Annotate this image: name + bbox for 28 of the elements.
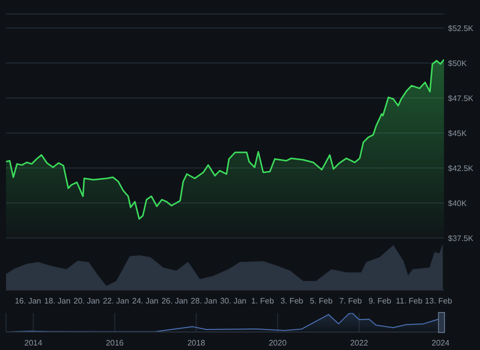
x-tick-label: 2014 [24, 338, 43, 348]
y-tick-label: $52.5K [448, 24, 474, 33]
y-tick-label: $45K [448, 128, 468, 138]
x-tick-label: 1. Feb [251, 296, 274, 306]
x-tick-label: 13. Feb [424, 296, 453, 306]
x-tick-label: 24. Jan [132, 296, 158, 306]
y-tick-label: $37.5K [448, 234, 474, 243]
y-tick-label: $40K [448, 198, 468, 208]
x-tick-label: 7. Feb [339, 296, 362, 306]
x-tick-label: 18. Jan [44, 296, 70, 306]
x-tick-label: 2020 [268, 338, 288, 348]
y-tick-label: $47.5K [448, 94, 474, 103]
x-tick-label: 20. Jan [74, 296, 100, 306]
x-tick-label: 30. Jan [220, 296, 246, 306]
x-tick-label: 11. Feb [396, 296, 423, 306]
x-tick-label: 2022 [350, 338, 369, 348]
x-tick-label: 9. Feb [368, 296, 392, 306]
x-tick-label: 26. Jan [161, 296, 188, 306]
y-tick-label: $50K [448, 58, 468, 68]
y-tick-label: $42.5K [448, 164, 474, 173]
x-tick-label: 16. Jan [14, 296, 42, 306]
x-tick-label: 2018 [187, 338, 206, 348]
x-tick-label: 22. Jan [102, 296, 130, 306]
x-tick-label: 5. Feb [310, 296, 334, 306]
x-tick-label: 3. Feb [280, 296, 304, 306]
x-tick-label: 28. Jan [190, 296, 218, 306]
x-tick-label: 2016 [106, 338, 124, 348]
x-tick-label: 2024 [432, 338, 450, 348]
